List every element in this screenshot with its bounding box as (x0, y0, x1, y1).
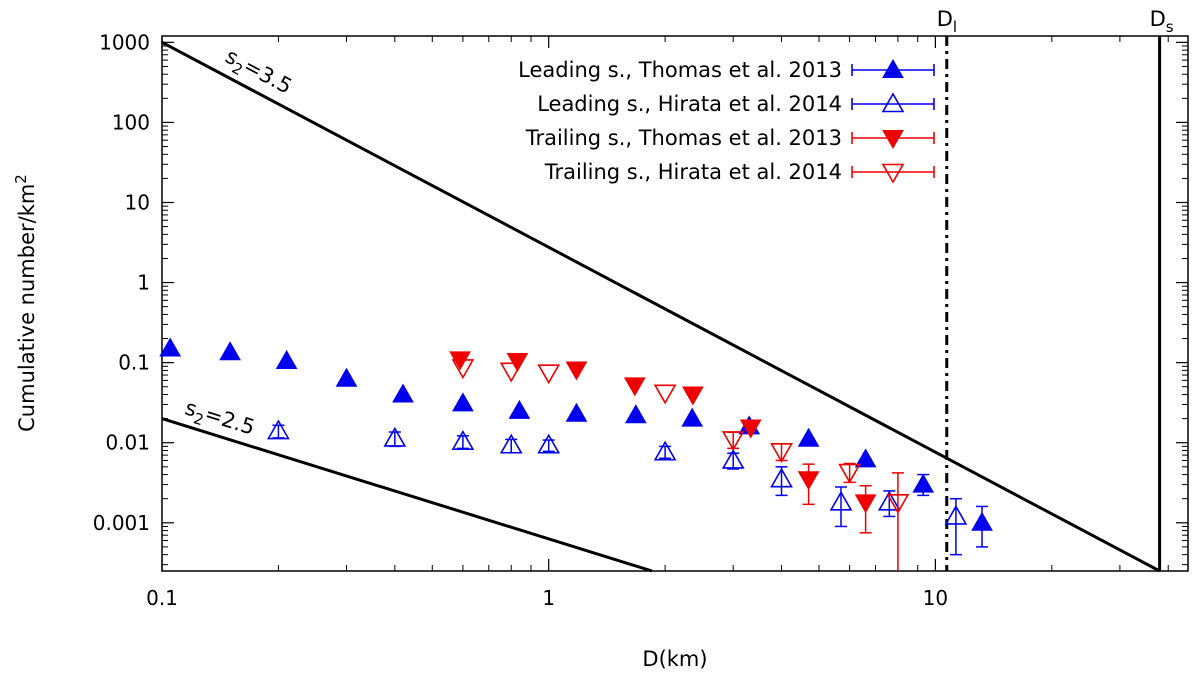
axis-labels: D(km) Cumulative number/km2 (12, 174, 708, 671)
data-point (877, 490, 901, 511)
reference-lines: s2=3.5s2=2.5Dl Ds (161, 7, 1174, 573)
series-3 (451, 359, 910, 571)
vertical-line-label: Dl (937, 7, 957, 36)
data-point (508, 399, 531, 419)
y-tick-label: 0.01 (105, 431, 150, 455)
data-point (499, 433, 523, 454)
data-point (565, 361, 588, 381)
legend: Leading s., Thomas et al. 2013 Leading s.… (518, 58, 935, 184)
data-point (912, 473, 935, 493)
data-point (383, 426, 407, 447)
data-point (653, 440, 677, 461)
data-point (537, 433, 561, 454)
x-tick-label: 10 (923, 586, 948, 610)
data-point (721, 431, 745, 452)
data-point (971, 511, 993, 531)
data-point (721, 448, 745, 469)
data-point (682, 386, 704, 406)
plot-frame (161, 35, 1189, 572)
data-point (506, 352, 529, 372)
data-point (565, 402, 588, 422)
data-point (452, 392, 474, 412)
data-point (219, 341, 241, 361)
data-point (451, 430, 475, 450)
legend-marker (881, 92, 905, 113)
data-point (275, 349, 298, 369)
data-point (854, 448, 877, 468)
data-point (451, 359, 475, 380)
data-point (653, 384, 677, 405)
axis-ticks: 0.1 1 10 1000 100 10 1 0.1 0.01 0.001 (93, 30, 1188, 610)
data-point (335, 367, 358, 387)
legend-label: Trailing s., Thomas et al. 2013 (525, 126, 842, 150)
data-point (944, 504, 968, 525)
legend-marker (882, 130, 904, 150)
data-point (159, 337, 182, 357)
series-0 (159, 337, 993, 548)
data-point (499, 362, 523, 383)
y-tick-label: 1 (137, 271, 150, 295)
y-tick-label: 0.1 (118, 351, 150, 375)
data-point (739, 419, 762, 439)
data-point (624, 404, 647, 424)
legend-marker (882, 58, 904, 78)
y-axis-title: Cumulative number/km2 (12, 174, 39, 432)
legend-marker (881, 163, 905, 184)
legend-label: Trailing s., Hirata et al. 2014 (544, 160, 842, 184)
series-1 (267, 419, 968, 556)
data-point (770, 467, 793, 488)
y-tick-label: 10 (125, 190, 150, 214)
data-point (392, 383, 414, 403)
data-point (829, 490, 853, 511)
data-points (159, 337, 993, 571)
data-point (797, 471, 820, 491)
legend-label: Leading s., Thomas et al. 2013 (518, 58, 842, 82)
data-point (267, 419, 290, 440)
y-tick-label: 0.001 (93, 511, 150, 535)
plot-area (161, 35, 1189, 572)
data-point (797, 427, 820, 447)
data-point (623, 377, 646, 397)
x-tick-label: 1 (542, 586, 555, 610)
x-tick-label: 0.1 (146, 586, 178, 610)
data-point (681, 407, 704, 427)
y-tick-label: 1000 (99, 30, 150, 54)
data-point (854, 494, 877, 514)
data-point (886, 494, 910, 514)
legend-label: Leading s., Hirata et al. 2014 (537, 92, 842, 116)
x-axis-title: D(km) (642, 647, 707, 671)
y-tick-label: 100 (112, 110, 150, 134)
data-point (770, 443, 793, 463)
power-law-line-s2=2.5 (161, 417, 653, 573)
power-law-line-s2=3.5 (161, 41, 1161, 573)
data-point (537, 364, 561, 385)
data-point (838, 463, 861, 484)
vertical-line-label: Ds (1150, 7, 1174, 36)
